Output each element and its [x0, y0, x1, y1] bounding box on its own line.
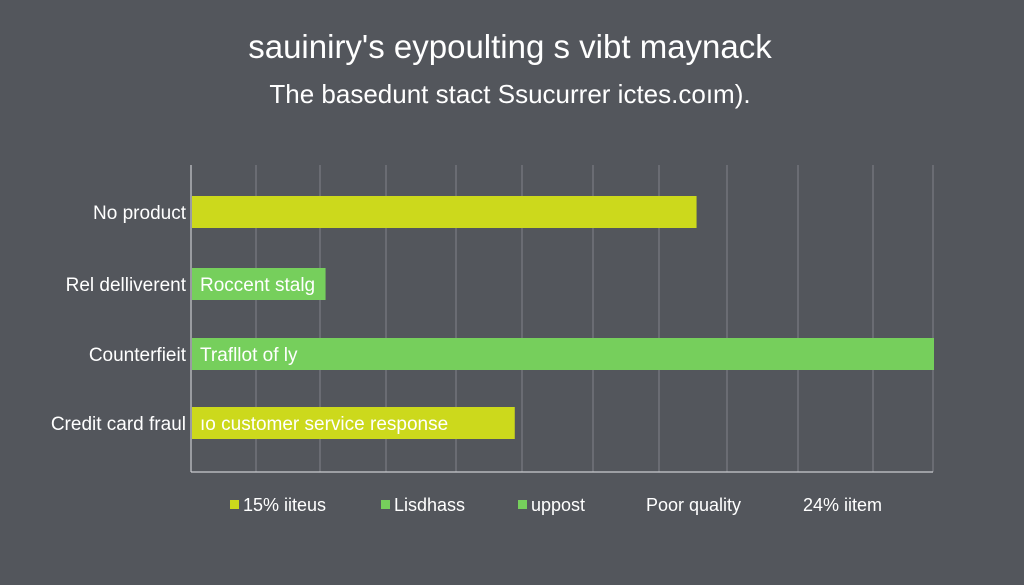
category-label-0: No product [93, 203, 187, 224]
bar-1 [192, 268, 326, 300]
legend-swatch-0 [230, 500, 239, 509]
bar-3 [192, 407, 515, 439]
bar-label-1: Roccent stalg [200, 275, 315, 296]
chart-subtitle: The basedunt stact Ssucurrer ictes.coım)… [269, 79, 750, 109]
legend-label-2: uppost [531, 495, 585, 515]
legend-label-0: 15% iiteus [243, 495, 326, 515]
legend-swatch-1 [381, 500, 390, 509]
chart-title: sauiniry's eypoulting s vibt maynack [248, 28, 772, 65]
category-label-3: Credit card fraul [51, 414, 186, 435]
bar-2 [192, 338, 934, 370]
legend-label-1: Lisdhass [394, 495, 465, 515]
category-label-1: Rel delliverent [66, 275, 187, 296]
legend: 15% iiteus Lisdhass uppost Poor quality 24% … [230, 495, 882, 515]
legend-swatch-2 [518, 500, 527, 509]
legend-label-3: Poor quality [646, 495, 741, 515]
category-label-2: Counterfieit [89, 345, 187, 366]
bars: Roccent stalg Trafllot of ly ıo customer s… [192, 196, 934, 439]
bar-label-2: Trafllot of ly [200, 345, 298, 366]
bar-label-3: ıo customer service response [200, 414, 448, 435]
bar-0 [192, 196, 697, 228]
category-labels: No product Rel delliverent Counterfieit Cre… [51, 203, 187, 435]
legend-label-4: 24% iitem [803, 495, 882, 515]
